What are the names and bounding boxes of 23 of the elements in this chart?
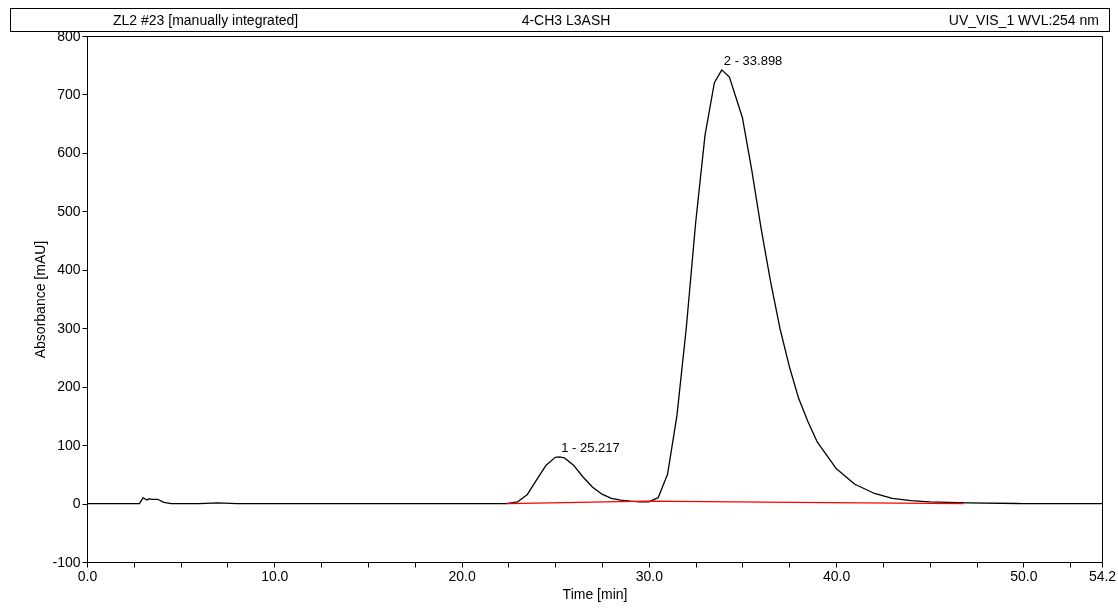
- chart-title: 4-CH3 L3ASH: [521, 12, 611, 28]
- x-tick-label: 50.0: [1010, 567, 1038, 584]
- annotation: 2 - 33.898: [723, 52, 783, 68]
- x-tick-label: 0.0: [77, 567, 98, 584]
- y-axis-title: Absorbance [mAU]: [32, 240, 49, 359]
- x-axis-title: Time [min]: [562, 585, 628, 602]
- annotation: 1 - 25.217: [561, 439, 620, 455]
- y-tick-label: 400: [57, 261, 81, 278]
- y-tick-label: 700: [57, 85, 81, 102]
- y-tick-label: 200: [57, 378, 81, 395]
- x-tick-label: 30.0: [635, 567, 664, 584]
- x-tick-label: 40.0: [822, 567, 851, 584]
- chart-subtitle: ZL2 #23 [manually integrated]: [113, 12, 299, 28]
- y-tick-label: 300: [57, 319, 81, 336]
- y-tick-label: 100: [57, 436, 81, 453]
- y-tick-label: 0: [72, 495, 81, 512]
- x-tick-label: 20.0: [448, 567, 476, 584]
- y-tick-label: 500: [57, 202, 81, 219]
- x-tick-label: 54.2: [1088, 567, 1117, 584]
- text: UV_VIS_1 WVL:254 nm: [948, 12, 1099, 28]
- y-tick-label: 600: [57, 144, 81, 161]
- x-tick-label: 10.0: [261, 567, 289, 584]
- y-tick-label: -100: [52, 553, 81, 570]
